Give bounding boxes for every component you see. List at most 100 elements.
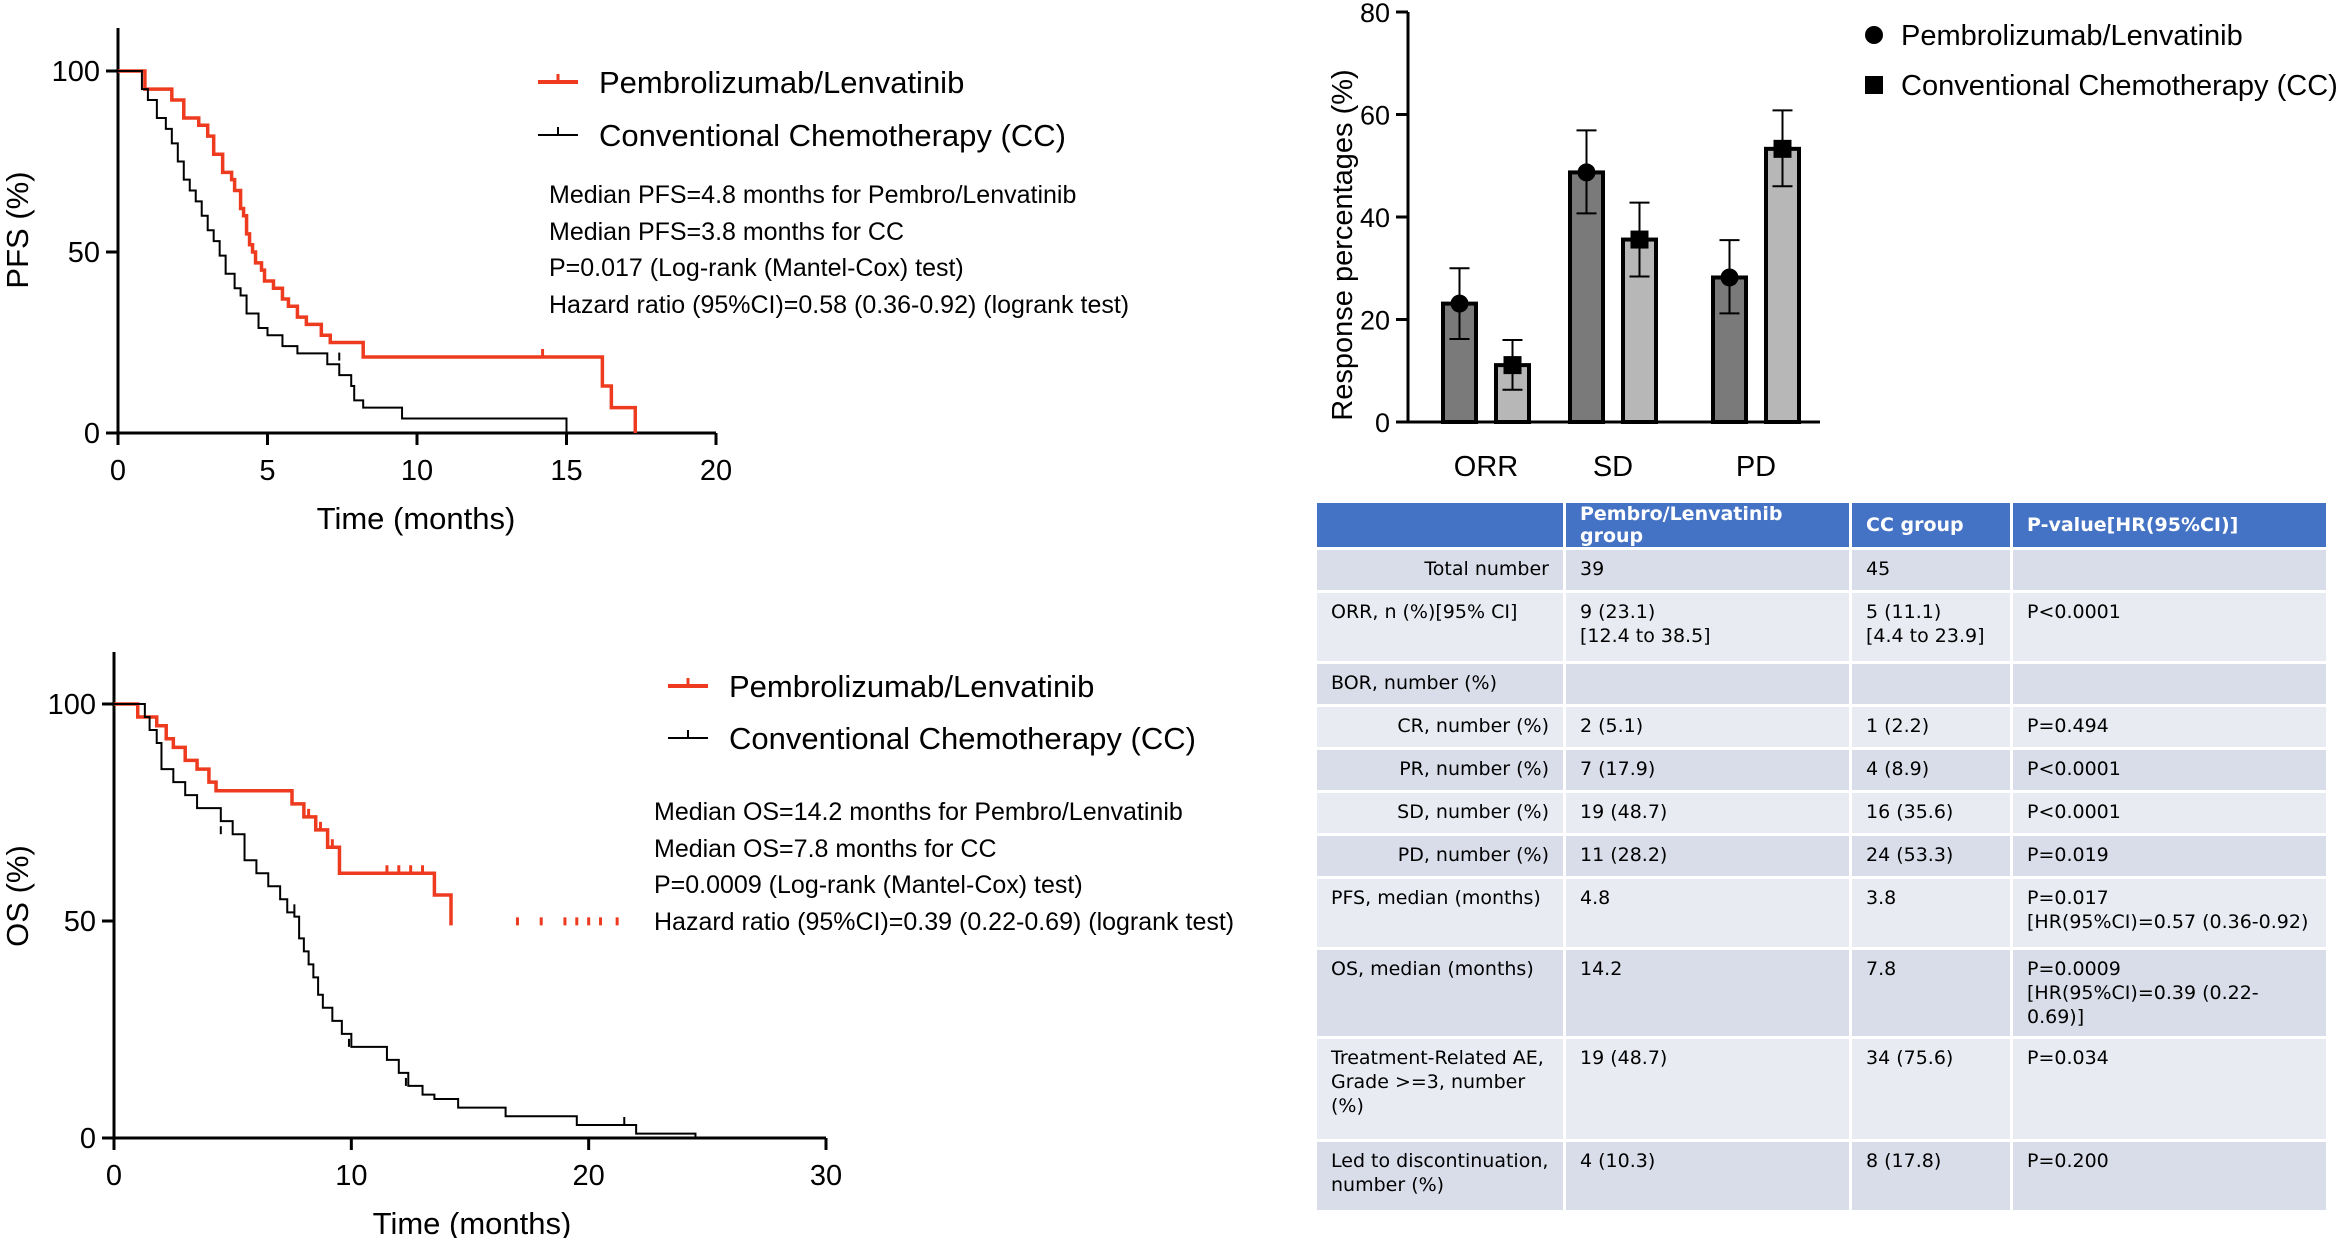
os-legend-cc: Conventional Chemotherapy (CC) [729, 721, 1196, 756]
os-x-tick-label: 10 [335, 1160, 367, 1192]
cell-line: Grade >=3, number (%) [1331, 1071, 1526, 1117]
pfs-x-tick-label: 10 [401, 455, 433, 487]
cell-line: [HR(95%CI)=0.57 (0.36-0.92) [2027, 911, 2309, 933]
pfs-cc-curve [118, 70, 568, 433]
cell-p: P<0.0001 [2013, 750, 2326, 790]
cell-cc [1852, 664, 2010, 704]
pfs-x-label: Time (months) [317, 501, 516, 536]
cell-line: [HR(95%CI)=0.39 (0.22-0.69)] [2027, 982, 2259, 1028]
os-y-label: OS (%) [0, 845, 35, 947]
cell-p: P=0.494 [2013, 707, 2326, 747]
row-label: PFS, median (months) [1317, 879, 1563, 947]
cell-cc: 7.8 [1852, 950, 2010, 1036]
cell-p: P=0.200 [2013, 1142, 2326, 1210]
os-x-tick-label: 20 [573, 1160, 605, 1192]
os-y-tick-label: 50 [64, 906, 96, 938]
row-label: Treatment-Related AE, Grade >=3, number (… [1317, 1039, 1563, 1139]
os-annotation-4: Hazard ratio (95%CI)=0.39 (0.22-0.69) (l… [654, 908, 1234, 936]
bar-y-tick-label: 0 [1375, 408, 1390, 438]
pfs-annotation-2: Median PFS=3.8 months for CC [549, 218, 904, 246]
point-marker-pembro [1577, 163, 1596, 182]
table-header-cell [1317, 503, 1563, 547]
bar-legend-pembro-marker [1865, 26, 1883, 44]
table-header-cell: CC group [1852, 503, 2010, 547]
pfs-annotation-3: P=0.017 (Log-rank (Mantel-Cox) test) [549, 254, 964, 282]
row-label: Led to discontinuation, number (%) [1317, 1142, 1563, 1210]
os-curves [114, 702, 697, 1138]
pfs-curves [118, 69, 638, 433]
bar-y-tick-label: 60 [1360, 101, 1390, 131]
cell-cc: 16 (35.6) [1852, 793, 2010, 833]
bar-category-label: ORR [1454, 451, 1518, 483]
table-header-cell: Pembro/Lenvatinib group [1566, 503, 1849, 547]
bar-legend-cc-marker [1865, 76, 1883, 94]
table-row: Led to discontinuation, number (%) 4 (10.… [1317, 1142, 2326, 1210]
cell-p: P=0.034 [2013, 1039, 2326, 1139]
cell-line: number (%) [1331, 1174, 1445, 1196]
table-row: PFS, median (months) 4.8 3.8 P=0.017 [HR(… [1317, 879, 2326, 947]
bar-category-label: PD [1736, 451, 1776, 483]
pfs-annotation-4: Hazard ratio (95%CI)=0.58 (0.36-0.92) (l… [549, 291, 1129, 319]
os-x-label: Time (months) [373, 1206, 572, 1238]
bar-legend-cc: Conventional Chemotherapy (CC) [1901, 70, 2338, 102]
os-km-panel: 0 10 20 30 0 50 100 OS (%) Time (months) Pembr… [0, 652, 1234, 1238]
cell-p: P=0.0009 [HR(95%CI)=0.39 (0.22-0.69)] [2013, 950, 2326, 1036]
cell-cc: 1 (2.2) [1852, 707, 2010, 747]
os-legend-pembro: Pembrolizumab/Lenvatinib [729, 669, 1094, 704]
cell-pembro: 19 (48.7) [1566, 1039, 1849, 1139]
pfs-y-label: PFS (%) [0, 171, 35, 288]
pfs-pembro-curve [118, 69, 638, 433]
bar-cc [1764, 146, 1801, 424]
os-annotation-1: Median OS=14.2 months for Pembro/Lenvati… [654, 798, 1183, 826]
cell-p: P=0.017 [HR(95%CI)=0.57 (0.36-0.92) [2013, 879, 2326, 947]
bar-legend-pembro: Pembrolizumab/Lenvatinib [1901, 20, 2243, 52]
cell-p [2013, 550, 2326, 590]
cell-p: P=0.019 [2013, 836, 2326, 876]
pfs-legend-cc: Conventional Chemotherapy (CC) [599, 118, 1066, 153]
cell-line: Treatment-Related AE, [1331, 1047, 1544, 1069]
pfs-km-panel: 0 5 10 15 20 0 50 100 PFS (%) Time (months) Pem… [0, 28, 1129, 536]
os-annotation-3: P=0.0009 (Log-rank (Mantel-Cox) test) [654, 871, 1083, 899]
row-label: OS, median (months) [1317, 950, 1563, 1036]
cell-line: Led to discontinuation, [1331, 1150, 1549, 1172]
pfs-y-tick-label: 50 [68, 237, 100, 269]
table-row: BOR, number (%) [1317, 664, 2326, 704]
os-y-tick-label: 0 [80, 1123, 96, 1155]
os-x-tick-label: 0 [106, 1160, 122, 1192]
cell-line: P=0.0009 [2027, 958, 2121, 980]
bar-marks [1441, 109, 1801, 424]
pfs-y-tick-label: 100 [52, 56, 100, 88]
cell-pembro: 14.2 [1566, 950, 1849, 1036]
pfs-x-tick-label: 0 [110, 455, 126, 487]
point-marker-pembro [1720, 268, 1739, 287]
table-row: PR, number (%) 7 (17.9) 4 (8.9) P<0.0001 [1317, 750, 2326, 790]
table-row: OS, median (months) 14.2 7.8 P=0.0009 [HR… [1317, 950, 2326, 1036]
cell-cc: 4 (8.9) [1852, 750, 2010, 790]
cell-line: P=0.017 [2027, 887, 2109, 909]
os-annotation-2: Median OS=7.8 months for CC [654, 835, 997, 863]
response-bar-panel: 0 20 40 60 80 ORR SD PD Response percentages (%… [1327, 0, 2338, 483]
row-label: ORR, n (%)[95% CI] [1317, 593, 1563, 661]
row-label: CR, number (%) [1317, 707, 1563, 747]
bar-ticks: 0 20 40 60 80 ORR SD PD [1360, 0, 1776, 483]
cell-line: 9 (23.1) [1580, 601, 1656, 623]
cell-cc: 8 (17.8) [1852, 1142, 2010, 1210]
cell-cc: 3.8 [1852, 879, 2010, 947]
cell-cc: 34 (75.6) [1852, 1039, 2010, 1139]
cell-pembro: 9 (23.1) [12.4 to 38.5] [1566, 593, 1849, 661]
cell-cc: 45 [1852, 550, 2010, 590]
table-row: SD, number (%) 19 (48.7) 16 (35.6) P<0.0… [1317, 793, 2326, 833]
cell-p [2013, 664, 2326, 704]
cell-p: P<0.0001 [2013, 793, 2326, 833]
table-row: Total number 39 45 [1317, 550, 2326, 590]
bar-y-tick-label: 20 [1360, 306, 1390, 336]
pfs-y-tick-label: 0 [84, 418, 100, 450]
pfs-x-tick-label: 5 [259, 455, 275, 487]
row-label: PD, number (%) [1317, 836, 1563, 876]
point-marker-cc [1773, 139, 1792, 158]
cell-pembro: 2 (5.1) [1566, 707, 1849, 747]
cell-pembro [1566, 664, 1849, 704]
cell-line: 5 (11.1) [1866, 601, 1942, 623]
table-header-cell: P-value[HR(95%CI)] [2013, 503, 2326, 547]
